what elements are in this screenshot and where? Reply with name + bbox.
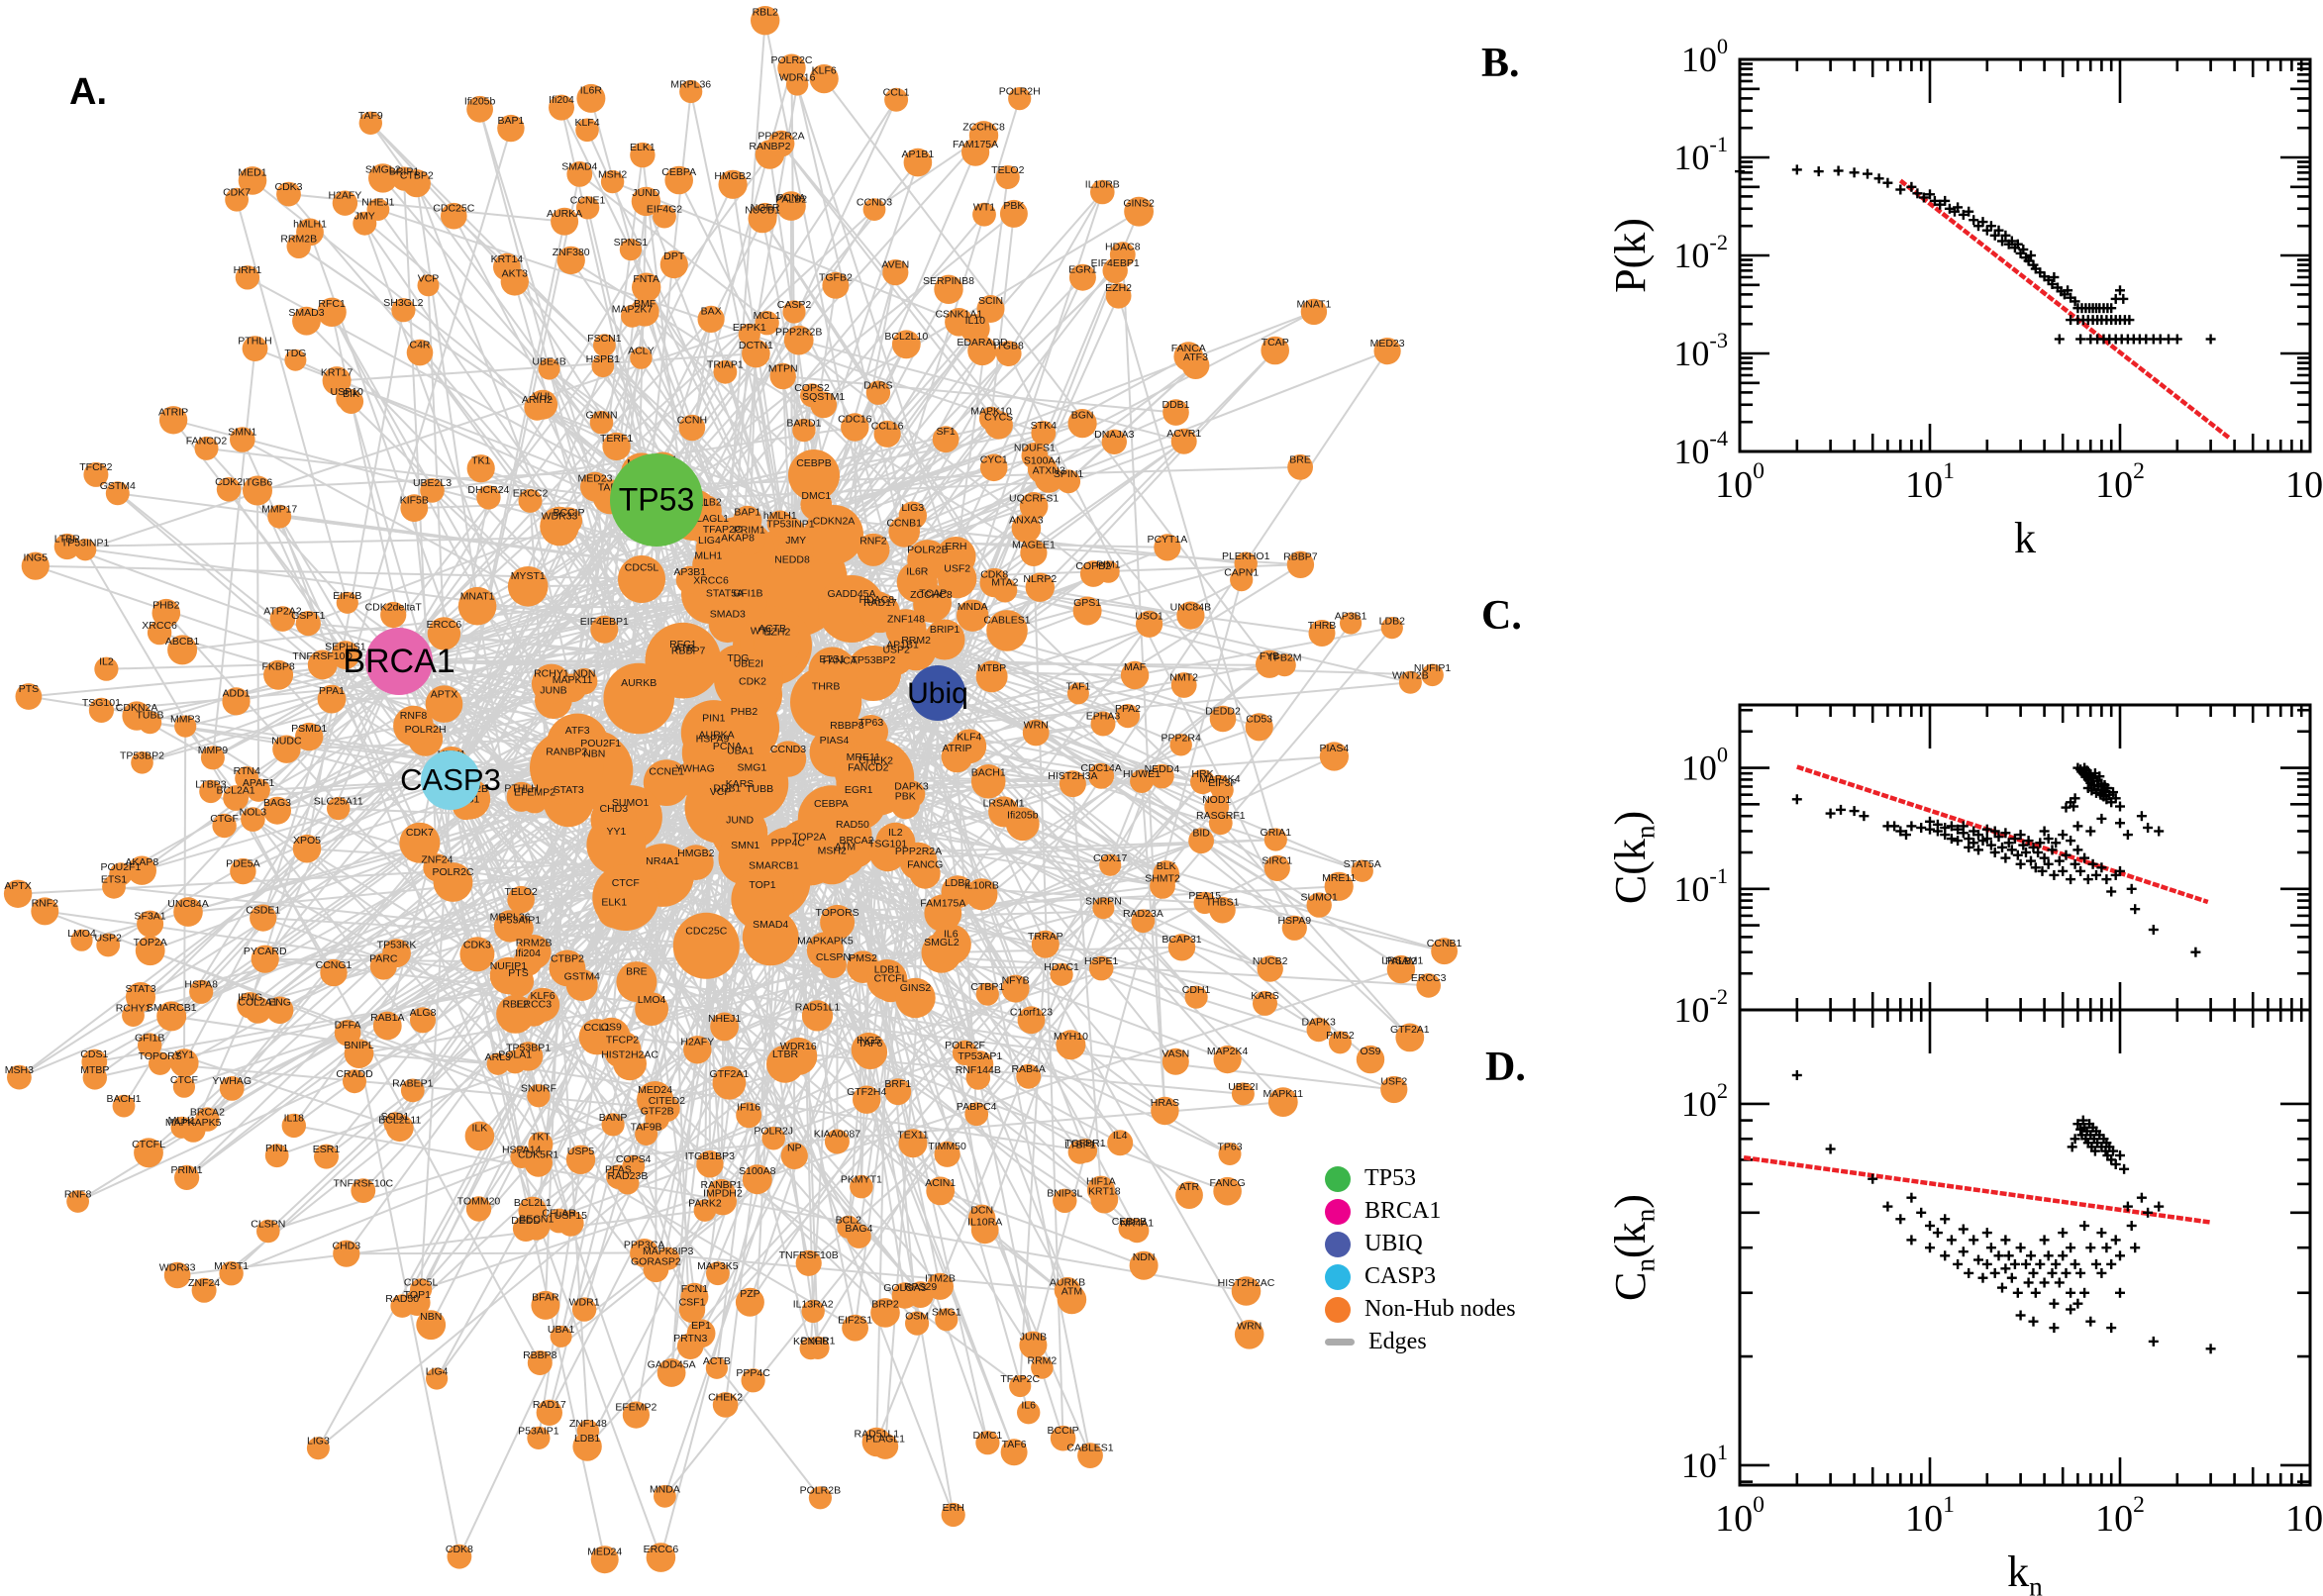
panel-label-d: D. (1485, 1045, 1526, 1090)
svg-text:101: 101 (1681, 1440, 1728, 1485)
svg-text:103: 103 (2285, 1492, 2323, 1540)
fit-line-C (1796, 764, 2209, 905)
panel-label-a: A. (69, 71, 107, 113)
legend-label: TP53 (1364, 1165, 1417, 1191)
casp3-circle-icon (1325, 1263, 1351, 1290)
tp53-circle-icon (1325, 1165, 1351, 1192)
svg-text:100: 100 (1681, 743, 1728, 788)
xlabel-B: k (2014, 514, 2036, 562)
hub-layer: TP53 BRCA1 CASP3 Ubiq (343, 453, 968, 810)
xlabel-D: kn​ (2007, 1547, 2043, 1596)
fit-line-B (1898, 178, 2232, 441)
svg-text:101: 101 (1905, 1492, 1955, 1540)
legend-label: Edges (1368, 1329, 1427, 1354)
svg-text:100: 100 (1715, 1492, 1765, 1540)
ylabel-B: P(k) (1606, 218, 1655, 293)
hub-node-casp3 (421, 750, 480, 810)
legend-item-nonhub: Non-Hub nodes (1325, 1293, 1516, 1326)
panel-label-b: B. (1481, 41, 1520, 86)
hub-label-casp3: CASP3 (400, 762, 501, 797)
hub-label-ubiq: Ubiq (907, 677, 968, 710)
legend-item-brca1: BRCA1 (1325, 1195, 1516, 1228)
svg-text:10-3: 10-3 (1673, 328, 1728, 373)
svg-text:10-2: 10-2 (1673, 984, 1728, 1030)
svg-text:101: 101 (1905, 458, 1955, 506)
ubiq-circle-icon (1325, 1231, 1351, 1257)
plot-panel-D: 102 101 100 101 102 103 kn​ Cn​(kn​) (1606, 1008, 2323, 1596)
scatter-points-C (1791, 762, 2201, 957)
svg-text:102: 102 (2095, 1492, 2145, 1540)
ylabel-C: C(kn​) (1606, 811, 1661, 904)
svg-text:102: 102 (2095, 458, 2145, 506)
hub-node-brca1 (365, 628, 433, 695)
network-legend: TP53 BRCA1 UBIQ CASP3 Non-Hub nodes Edge… (1325, 1162, 1516, 1358)
svg-text:102: 102 (1681, 1078, 1728, 1124)
legend-label: UBIQ (1364, 1231, 1423, 1256)
brca1-circle-icon (1325, 1198, 1351, 1225)
legend-item-edges: Edges (1325, 1326, 1516, 1358)
fit-line-D (1743, 1154, 2211, 1225)
svg-text:103: 103 (2285, 458, 2323, 506)
hub-label-brca1: BRCA1 (343, 643, 454, 680)
legend-label: Non-Hub nodes (1364, 1296, 1516, 1322)
ylabel-D: Cn​(kn​) (1606, 1194, 1661, 1301)
hub-node-tp53 (610, 453, 703, 547)
legend-item-tp53: TP53 (1325, 1162, 1516, 1195)
legend-item-ubiq: UBIQ (1325, 1228, 1516, 1260)
plot-panel-C: 100 10-1 10-2 C(kn​) (1606, 703, 2312, 1030)
legend-label: BRCA1 (1364, 1198, 1442, 1224)
scatter-points-B (1735, 164, 2216, 345)
scatter-points-D (1791, 1070, 2216, 1354)
nonhub-circle-icon (1325, 1296, 1351, 1323)
legend-label: CASP3 (1364, 1263, 1437, 1289)
panel-label-c: C. (1481, 593, 1522, 639)
hub-label-tp53: TP53 (619, 482, 694, 518)
svg-text:10-2: 10-2 (1673, 230, 1728, 275)
svg-text:100: 100 (1715, 458, 1765, 506)
svg-text:10-1: 10-1 (1673, 863, 1728, 909)
legend-item-casp3: CASP3 (1325, 1260, 1516, 1293)
svg-text:100: 100 (1681, 34, 1728, 79)
edge-line-icon (1325, 1339, 1355, 1346)
svg-text:10-1: 10-1 (1673, 132, 1728, 177)
hub-node-ubiq (910, 665, 965, 721)
